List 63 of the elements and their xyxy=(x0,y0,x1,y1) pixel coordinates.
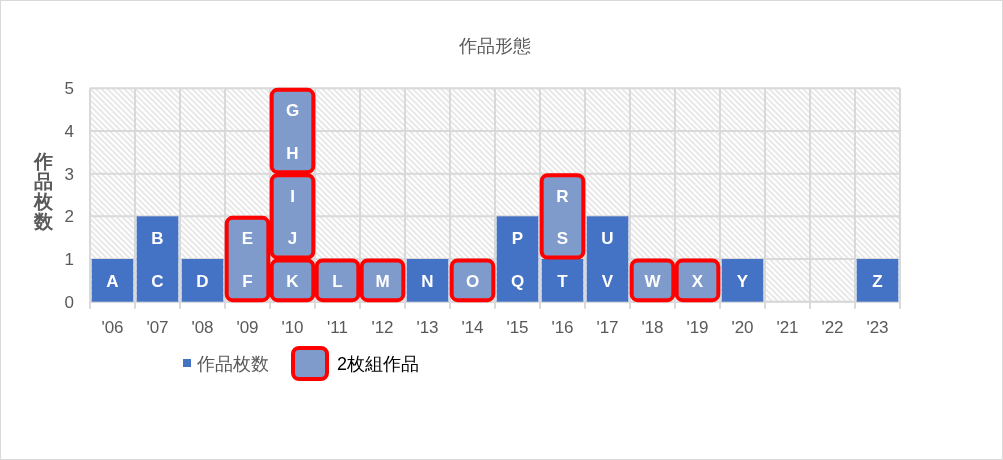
annotation: X xyxy=(691,271,704,291)
x-tick-label: '07 xyxy=(146,318,169,337)
x-tick-label: '20 xyxy=(731,318,754,337)
x-tick-label: '19 xyxy=(686,318,709,337)
x-tick-label: '23 xyxy=(866,318,889,337)
y-tick-label: 4 xyxy=(64,121,74,141)
annotation: P xyxy=(511,229,524,249)
annotation: K xyxy=(286,271,300,291)
x-tick-label: '18 xyxy=(641,318,664,337)
y-axis-title: 作品枚数 xyxy=(32,151,54,232)
annotation: N xyxy=(421,271,434,291)
annotation: V xyxy=(601,271,614,291)
x-tick-label: '08 xyxy=(191,318,214,337)
annotation: R xyxy=(556,186,569,206)
annotation: T xyxy=(557,271,569,291)
y-tick-label: 3 xyxy=(64,164,74,184)
x-tick-label: '10 xyxy=(281,318,304,337)
bar xyxy=(721,259,764,302)
annotation: G xyxy=(285,101,300,121)
bar xyxy=(91,259,134,302)
y-tick-label: 2 xyxy=(64,207,74,227)
x-tick-label: '06 xyxy=(101,318,124,337)
x-tick-label: '09 xyxy=(236,318,259,337)
x-tick-label: '17 xyxy=(596,318,619,337)
bar xyxy=(181,259,224,302)
bar xyxy=(496,216,539,302)
annotation: C xyxy=(151,271,164,291)
x-tick-label: '13 xyxy=(416,318,439,337)
annotation: L xyxy=(332,271,343,291)
x-tick-label: '16 xyxy=(551,318,574,337)
bar xyxy=(541,259,584,302)
annotation: F xyxy=(242,271,253,291)
annotation: J xyxy=(287,229,298,249)
chart-title: 作品形態 xyxy=(458,36,531,56)
annotation: E xyxy=(241,229,254,249)
annotation: Q xyxy=(510,271,525,291)
x-tick-label: '12 xyxy=(371,318,394,337)
y-tick-label: 1 xyxy=(64,250,74,270)
legend-label: 作品枚数 xyxy=(196,354,269,374)
bar xyxy=(856,259,899,302)
annotation: Y xyxy=(736,271,749,291)
annotation: O xyxy=(465,271,480,291)
bar xyxy=(136,216,179,302)
annotation: M xyxy=(375,271,390,291)
annotation: A xyxy=(106,271,119,291)
annotation: W xyxy=(644,271,662,291)
legend-label: 2枚組作品 xyxy=(337,354,420,374)
x-tick-label: '11 xyxy=(327,318,348,337)
annotation: I xyxy=(290,186,295,206)
annotation: B xyxy=(151,229,164,249)
bar xyxy=(586,216,629,302)
x-tick-label: '21 xyxy=(776,318,799,337)
annotation: S xyxy=(556,229,569,249)
x-tick-label: '15 xyxy=(506,318,529,337)
annotation: U xyxy=(601,229,614,249)
y-tick-label: 5 xyxy=(64,79,74,99)
annotation: H xyxy=(286,143,299,163)
x-tick-label: '22 xyxy=(821,318,844,337)
annotation: D xyxy=(196,271,209,291)
annotation: Z xyxy=(872,271,883,291)
y-tick-label: 0 xyxy=(64,292,74,312)
bar xyxy=(406,259,449,302)
x-tick-label: '14 xyxy=(461,318,484,337)
